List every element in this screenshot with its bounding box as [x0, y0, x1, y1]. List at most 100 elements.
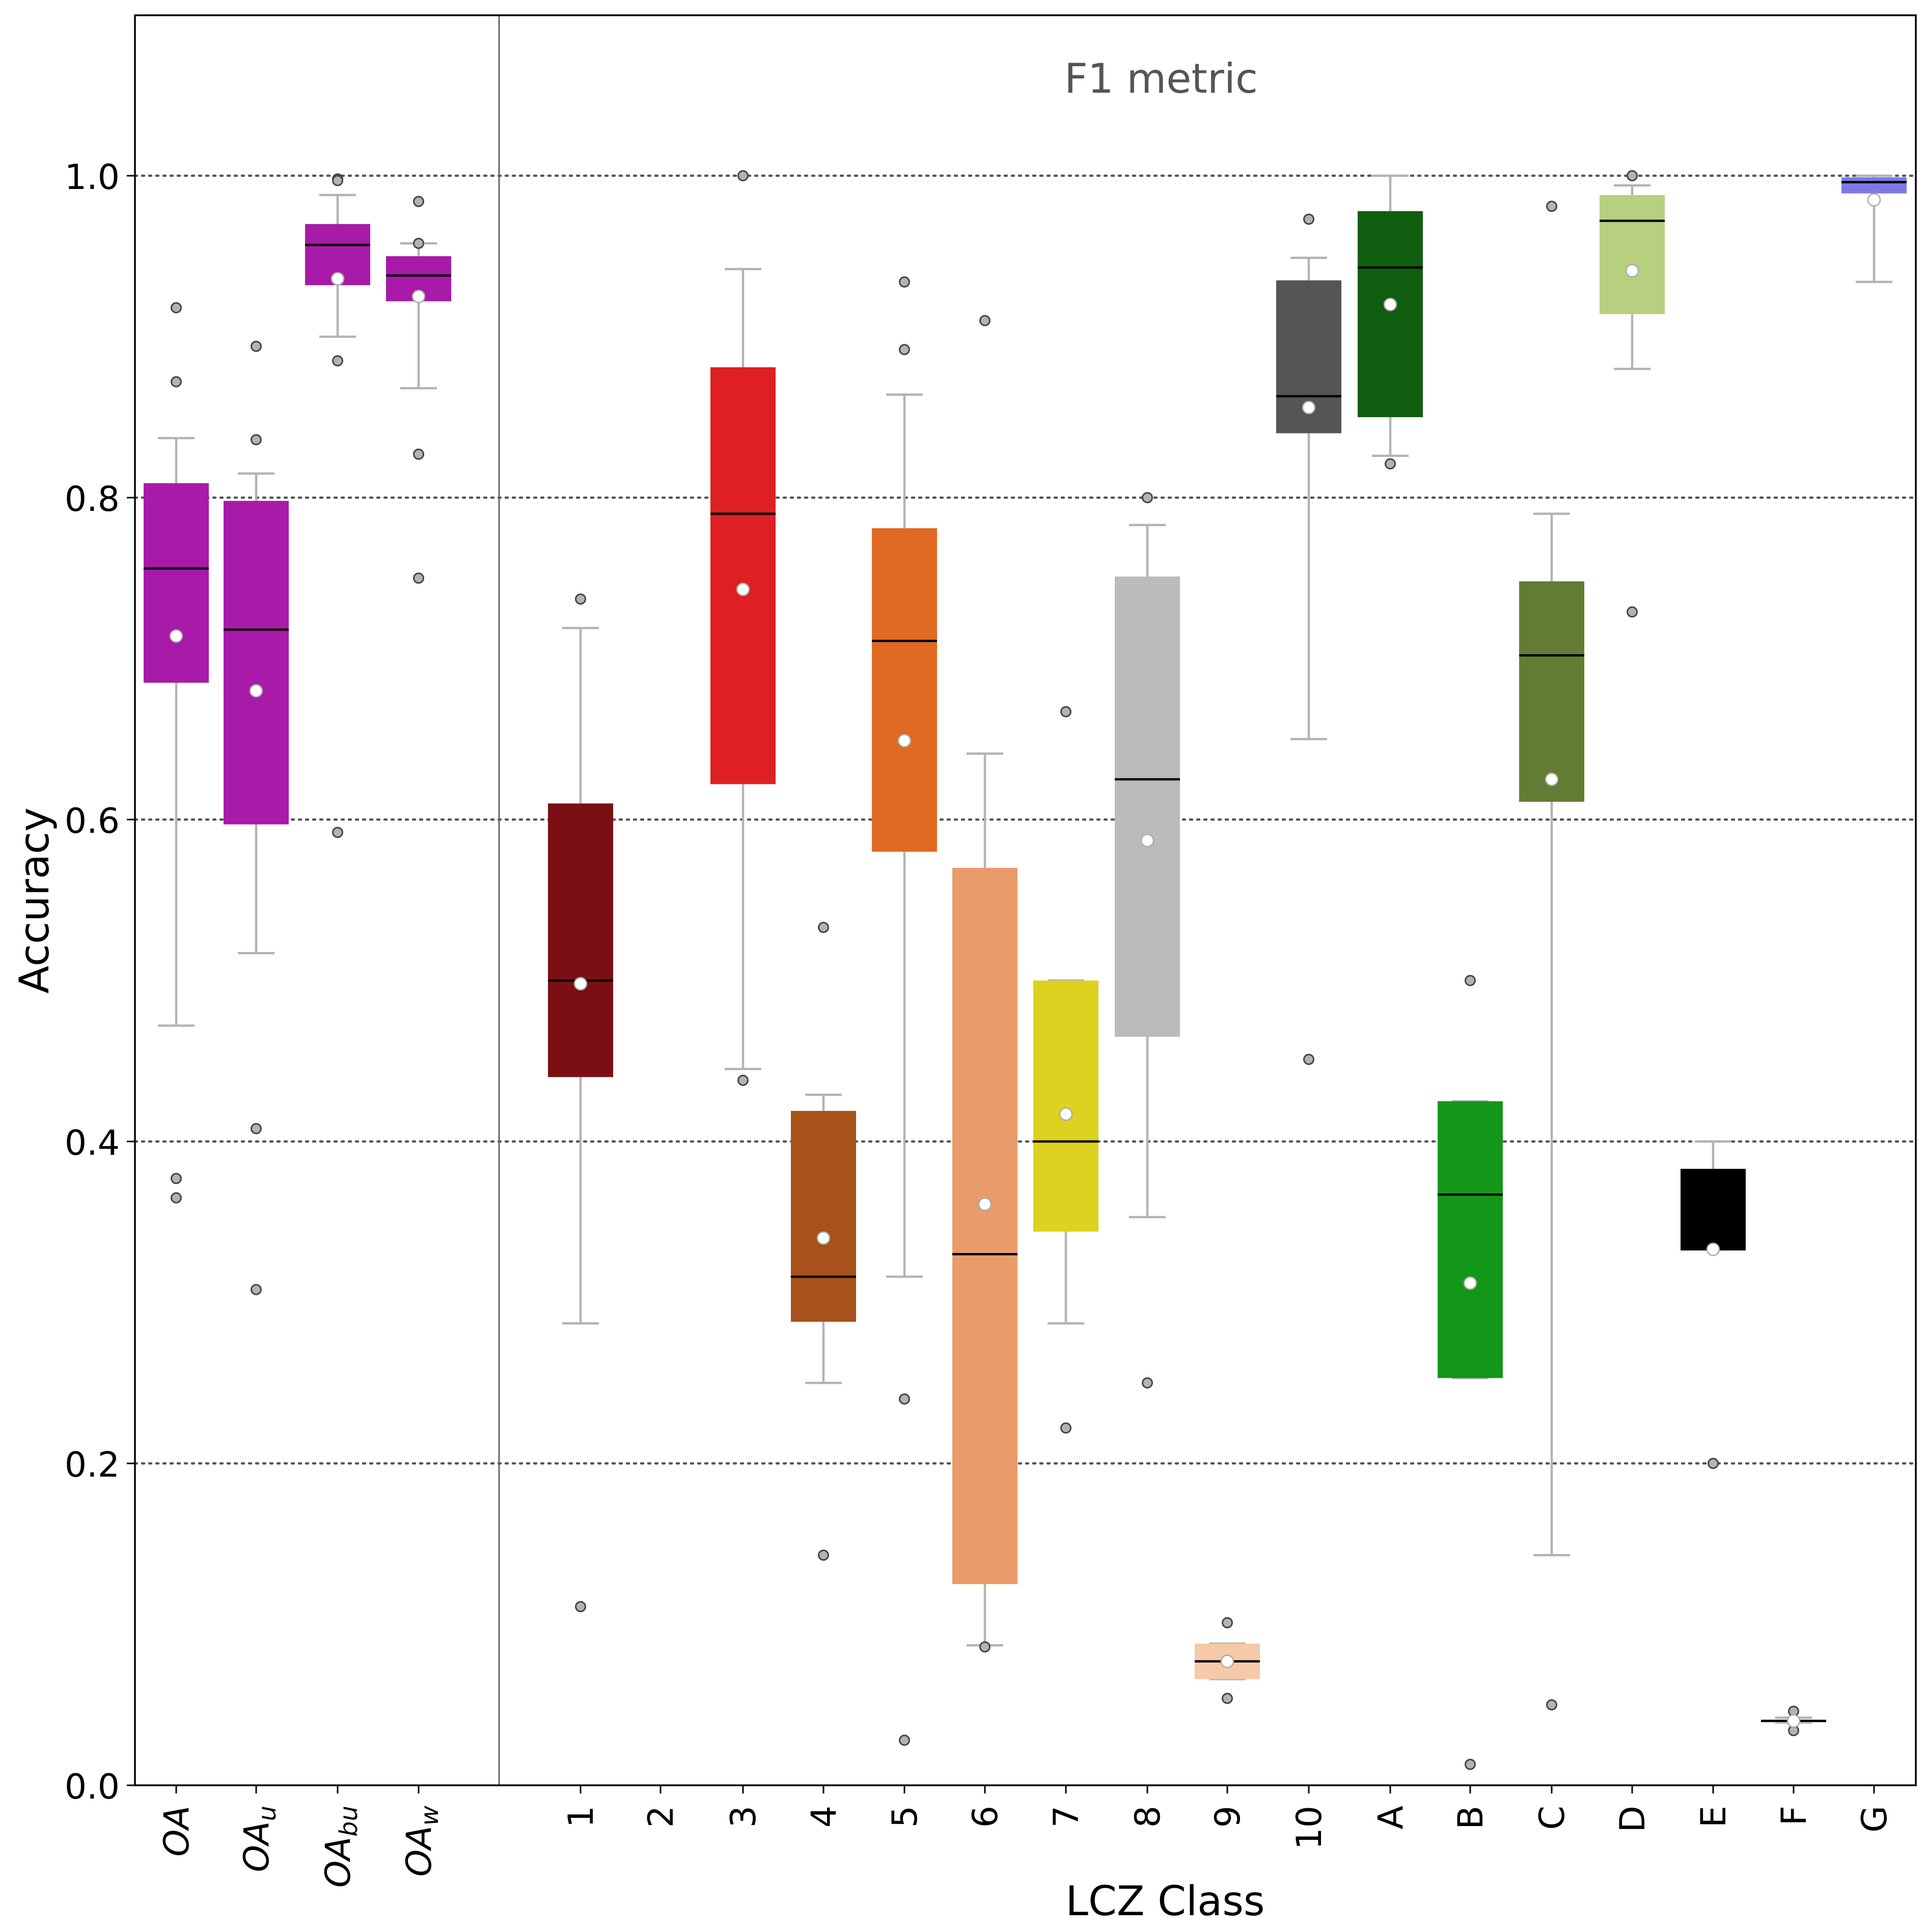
outlier-point [818, 921, 829, 933]
box-group-oa-w [386, 196, 451, 584]
outlier-point [979, 1641, 990, 1653]
outlier-point [737, 170, 749, 181]
outlier-point [413, 573, 424, 584]
mean-marker [1383, 297, 1397, 312]
y-tick-label: 1.0 [65, 157, 120, 198]
x-tick-label: OAu [237, 1806, 282, 1872]
x-tick-label: 7 [1047, 1806, 1087, 1828]
outlier-point [1546, 1699, 1557, 1710]
x-tick-label: D [1613, 1806, 1653, 1832]
mean-marker [1545, 772, 1559, 786]
y-tick-label: 0.2 [65, 1445, 120, 1485]
y-tick-label: 0.0 [65, 1767, 120, 1807]
x-tick-label: OAbu [318, 1806, 363, 1888]
outlier-point [171, 1192, 182, 1204]
outlier-point [1142, 1377, 1153, 1389]
outlier-point [1303, 1053, 1314, 1065]
mean-marker [978, 1197, 992, 1211]
x-tick-label: OA [157, 1806, 197, 1857]
x-tick-label: 1 [561, 1806, 601, 1828]
outlier-point [413, 196, 424, 207]
outlier-point [251, 340, 262, 352]
box-iqr [548, 803, 613, 1077]
outlier-point [1465, 1758, 1476, 1770]
mean-marker [1867, 193, 1881, 207]
x-tick-label: OAw [399, 1805, 444, 1876]
outlier-point [332, 175, 343, 186]
box-iqr [710, 367, 776, 784]
y-tick-label: 0.8 [65, 479, 120, 520]
box-groups [144, 170, 1907, 1770]
mean-marker [1625, 264, 1639, 278]
x-tick-label: 8 [1128, 1806, 1168, 1828]
box-iqr [952, 867, 1017, 1584]
mean-marker [1706, 1242, 1720, 1256]
box-group-10 [1276, 213, 1341, 1065]
outlier-point [413, 448, 424, 460]
mean-marker [897, 733, 912, 748]
outlier-point [899, 1734, 910, 1746]
outlier-point [575, 593, 586, 605]
chart-title: F1 metric [1064, 55, 1258, 102]
mean-marker [1220, 1654, 1234, 1668]
y-tick-label: 0.4 [65, 1123, 120, 1163]
outlier-point [1385, 458, 1396, 470]
mean-marker [736, 582, 750, 596]
box-group-7 [1033, 706, 1098, 1434]
box-group-f [1761, 1705, 1826, 1736]
outlier-point [1708, 1458, 1719, 1469]
outlier-point [171, 302, 182, 314]
grid-lines [133, 174, 1917, 1465]
outlier-point [575, 1601, 586, 1613]
outlier-point [171, 376, 182, 388]
outlier-point [1627, 606, 1638, 618]
outlier-point [1060, 706, 1071, 718]
y-tick-label: 0.6 [65, 801, 120, 841]
outlier-point [818, 1549, 829, 1561]
mean-marker [1786, 1714, 1801, 1728]
outlier-point [413, 237, 424, 249]
mean-marker [816, 1231, 831, 1245]
outlier-point [251, 1123, 262, 1134]
outlier-point [1465, 975, 1476, 986]
box-iqr [1519, 581, 1584, 802]
box-group-oa-u [224, 340, 289, 1295]
x-tick-label: B [1451, 1806, 1491, 1830]
box-iqr [224, 501, 289, 825]
outlier-point [899, 344, 910, 356]
mean-marker [169, 629, 183, 643]
box-iqr [1681, 1168, 1746, 1249]
x-tick-label: 6 [966, 1806, 1006, 1828]
mean-marker [411, 289, 426, 304]
outlier-point [979, 315, 990, 326]
outlier-point [1627, 170, 1638, 181]
box-group-1 [548, 593, 613, 1613]
x-tick-label: 4 [804, 1806, 844, 1828]
x-tick-label: 10 [1289, 1806, 1330, 1850]
x-tick-label: F [1774, 1806, 1814, 1826]
box-group-6 [952, 315, 1017, 1653]
mean-marker [331, 271, 345, 286]
box-group-a [1358, 174, 1423, 470]
axes: 0.0 0.2 0.4 0.6 0.8 1.0 OA OAu OAbu OAw 1 2 3 4 5 6 7 8 9 1… [65, 157, 1895, 1888]
box-iqr [1115, 576, 1180, 1037]
mean-marker [1140, 833, 1154, 848]
x-tick-label: G [1855, 1806, 1895, 1833]
x-tick-label: 2 [641, 1806, 681, 1828]
box-group-oa-bu [305, 173, 370, 838]
mean-marker [249, 684, 263, 698]
mean-marker [1059, 1107, 1073, 1121]
x-tick-label: 3 [724, 1806, 764, 1828]
box-group-9 [1195, 1617, 1260, 1704]
outlier-point [899, 276, 910, 288]
box-iqr [872, 528, 937, 852]
box-iqr [1033, 981, 1098, 1232]
outlier-point [899, 1393, 910, 1405]
outlier-point [1303, 213, 1314, 225]
outlier-point [251, 1284, 262, 1295]
mean-marker [1302, 400, 1316, 415]
box-iqr [1358, 211, 1423, 417]
box-group-g [1841, 174, 1907, 283]
outlier-point [251, 434, 262, 446]
